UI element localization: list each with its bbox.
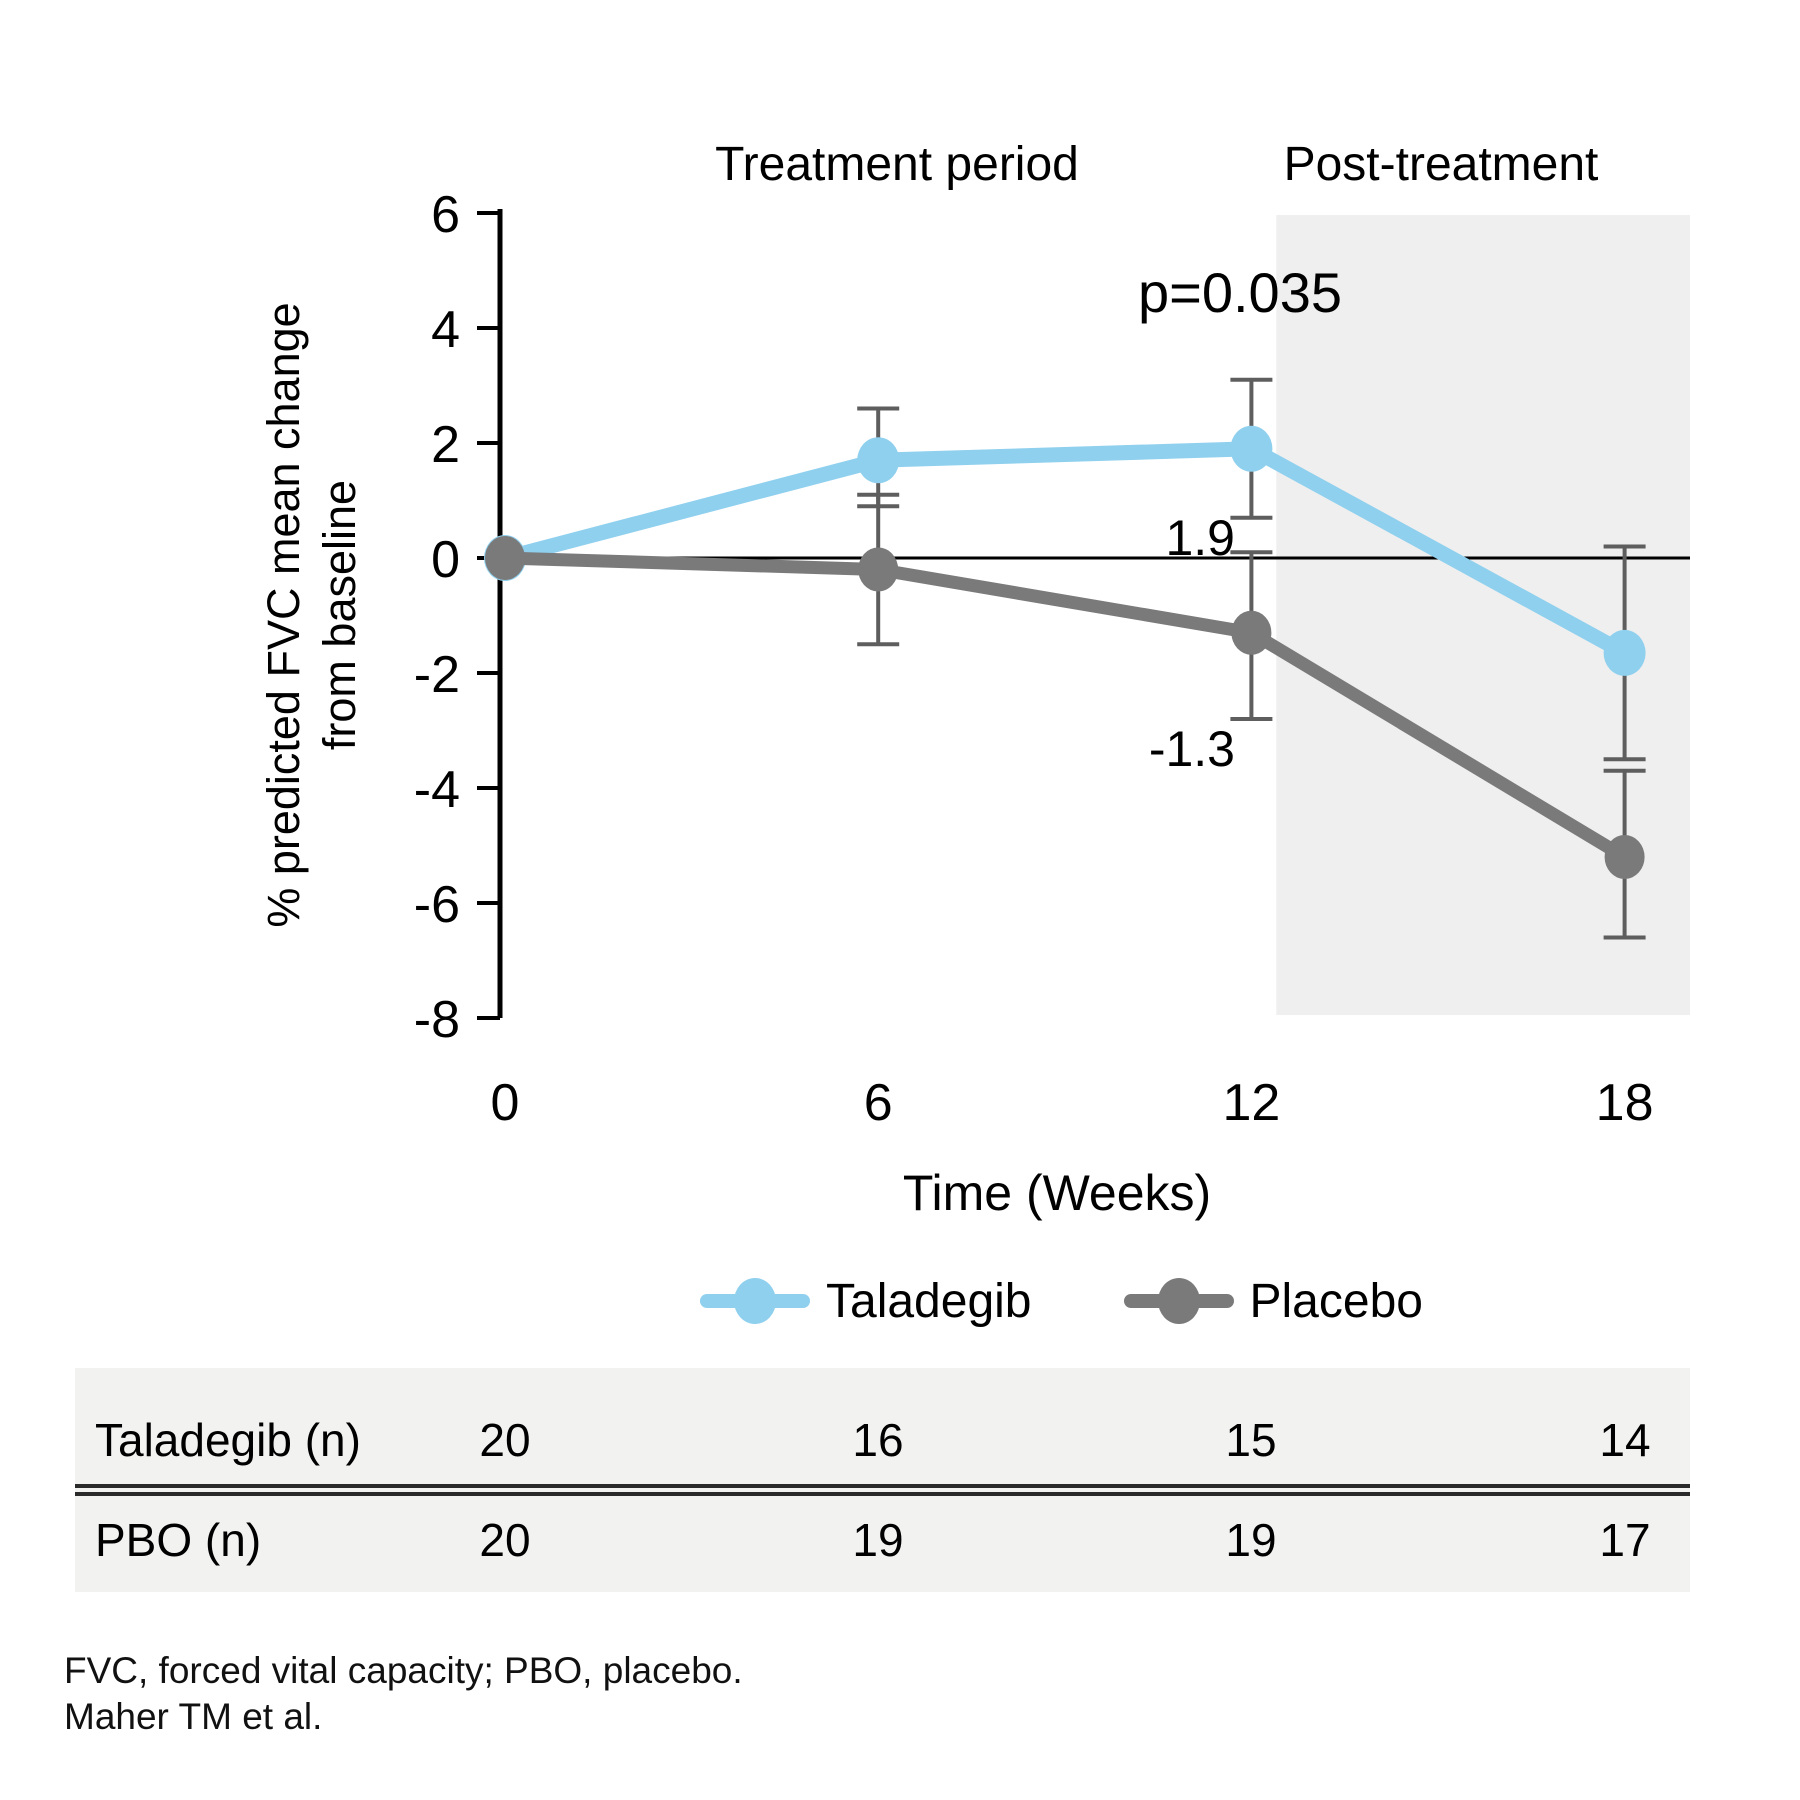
footnote-abbreviations: FVC, forced vital capacity; PBO, placebo… <box>64 1650 743 1691</box>
y-axis-tick-label: 4 <box>431 301 460 359</box>
taladegib-point-w12 <box>1230 425 1273 472</box>
x-axis-tick-label: 12 <box>1222 1074 1280 1132</box>
footnotes: FVC, forced vital capacity; PBO, placebo… <box>64 1648 743 1740</box>
y-axis-tick-label: -4 <box>414 761 460 819</box>
legend-label-taladegib: Taladegib <box>826 1274 1032 1328</box>
table-row-label: PBO (n) <box>95 1514 262 1566</box>
table-cell: 20 <box>479 1514 531 1566</box>
legend: Taladegib Placebo <box>700 1256 1423 1346</box>
y-axis-tick-label: 6 <box>431 186 460 244</box>
taladegib-point-w6 <box>857 437 900 484</box>
legend-item-taladegib: Taladegib <box>700 1256 1032 1346</box>
table-cell: 17 <box>1599 1514 1651 1566</box>
y-axis-title-line1: % predicted FVC mean change <box>258 302 309 928</box>
n-table-background <box>75 1368 1690 1592</box>
placebo-line <box>498 551 1632 864</box>
placebo-point-w12 <box>1231 610 1272 655</box>
table-cell: 19 <box>1225 1514 1277 1566</box>
table-row-label: Taladegib (n) <box>95 1414 361 1466</box>
x-axis-tick-label: 0 <box>491 1074 520 1132</box>
table-cell: 20 <box>479 1414 531 1466</box>
table-cell: 14 <box>1599 1414 1651 1466</box>
placebo-point-w18 <box>1604 835 1645 879</box>
y-axis-tick-label: -2 <box>414 646 460 704</box>
taladegib-marker-icon <box>700 1256 810 1346</box>
legend-label-placebo: Placebo <box>1249 1274 1423 1328</box>
table-cell: 19 <box>852 1514 904 1566</box>
table-cell: 16 <box>852 1414 904 1466</box>
taladegib-point-w18 <box>1603 629 1646 676</box>
y-axis-tick-label: 2 <box>431 416 460 474</box>
region-title-1: Post-treatment <box>1284 138 1599 191</box>
legend-item-placebo: Placebo <box>1123 1256 1423 1346</box>
p-value-annotation: p=0.035 <box>1138 261 1342 324</box>
table-divider-line <box>75 1484 1690 1496</box>
post-treatment-shaded-region <box>1276 215 1690 1015</box>
fvc-line-chart: 6 4 2 0 -2 -4 -6 -8 0 6 12 18 Time (Weeks) Treatment … <box>414 138 1690 1221</box>
placebo-marker-icon <box>1123 1256 1234 1346</box>
placebo-point-w0 <box>485 536 525 580</box>
y-axis-tick-label: -8 <box>414 991 460 1049</box>
placebo-point-w6 <box>858 547 899 592</box>
y-axis-tick-label: -6 <box>414 876 460 934</box>
table-cell: 15 <box>1225 1414 1277 1466</box>
taladegib-line <box>497 441 1633 661</box>
placebo-value-annotation: -1.3 <box>1149 721 1235 777</box>
table-row-pbo: PBO (n) 20 19 19 17 <box>0 1512 1800 1568</box>
x-axis-tick-label: 6 <box>864 1074 893 1132</box>
y-axis-title-line2: from baseline <box>314 479 365 751</box>
y-axis-tick-label: 0 <box>431 531 460 589</box>
region-title-0: Treatment period <box>715 138 1079 191</box>
table-row-taladegib: Taladegib (n) 20 16 15 14 <box>0 1412 1800 1468</box>
taladegib-value-annotation: 1.9 <box>1165 510 1235 566</box>
footnote-citation: Maher TM et al. <box>64 1696 323 1737</box>
x-axis-title: Time (Weeks) <box>903 1165 1211 1221</box>
x-axis-tick-label: 18 <box>1596 1074 1654 1132</box>
